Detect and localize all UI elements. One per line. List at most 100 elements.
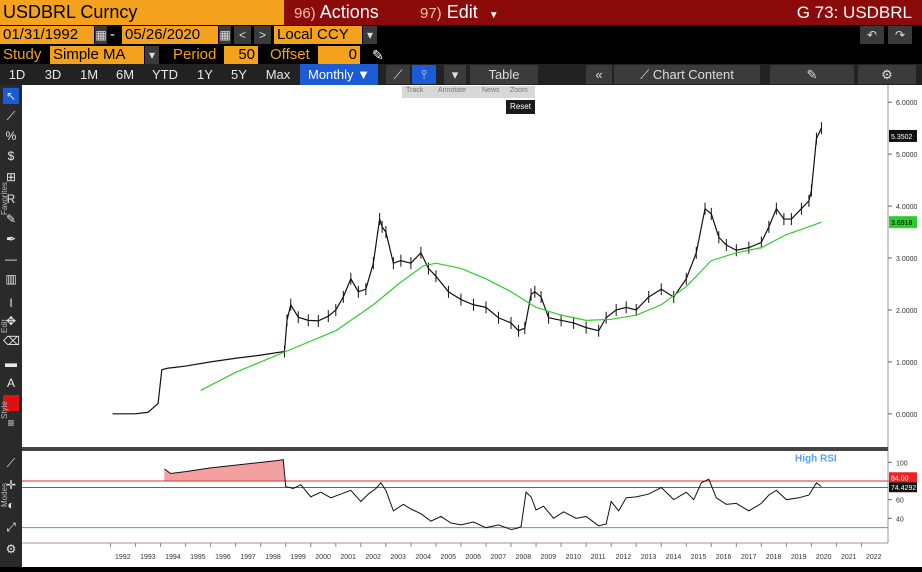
reset-button[interactable]: Reset [506,100,535,114]
zoom-icon[interactable]: ⤢ [6,520,16,534]
tab-6m[interactable]: 6M [115,67,135,82]
tab-3d[interactable]: 3D [44,67,62,82]
study-select[interactable]: Simple MA [50,46,144,64]
table-button[interactable]: Table [470,65,538,84]
settings-icon[interactable]: ⚙ [5,542,17,556]
actions-menu-number: 96) [294,5,316,22]
y-tick-label: 2.0000 [896,308,918,315]
brush-icon[interactable]: ✎ [5,212,17,226]
prev-period-button[interactable]: < [234,26,251,44]
track-tool[interactable]: Track [406,87,424,94]
color-swatch-icon[interactable]: ■ [3,395,19,411]
period-input[interactable]: 50 [224,46,258,64]
y-tick-label: 5.0000 [896,152,918,159]
bar-chart-icon[interactable]: ⫯ [412,65,436,84]
x-tick-label: 2010 [566,554,582,561]
pane-separator [22,447,888,451]
zoom-tool[interactable]: Zoom [510,87,528,94]
price-chart[interactable]: 0.0000 1.0000 2.0000 3.0000 4.0000 5.0000 6.00… [22,85,922,567]
time-range-tabs: 1D 3D 1M 6M YTD 1Y 5Y Max Monthly ▼ ⟋ ⫯ … [0,64,922,85]
y-tick-label: 1.0000 [896,360,918,367]
fibonacci-icon[interactable]: ⊞ [5,170,17,184]
x-tick-label: 2014 [666,554,682,561]
frequency-label: Monthly [307,67,354,82]
rsi-last-badge [889,482,917,493]
trendline-icon[interactable]: ⟋ [6,109,16,123]
tab-5y[interactable]: 5Y [231,67,247,82]
y-tick-label: 4.0000 [896,204,918,211]
fill-icon[interactable]: ▬ [5,356,17,370]
chart-panel[interactable]: 0.0000 1.0000 2.0000 3.0000 4.0000 5.0000 6.00… [22,85,922,567]
edit-menu[interactable]: 97) Edit ▼ [400,0,514,25]
redo-icon[interactable]: ↷ [888,26,912,44]
x-tick-label: 1996 [215,554,231,561]
x-tick-label: 1992 [115,554,131,561]
x-tick-label: 2002 [365,554,381,561]
calendar-icon[interactable]: ▦ [219,26,231,44]
frequency-select[interactable]: Monthly ▼ [300,64,378,85]
actions-menu-label: Actions [319,2,379,22]
line-chart-icon[interactable]: ⟋ [386,65,410,84]
x-tick-label: 2003 [390,554,406,561]
r-icon[interactable]: R [6,192,16,206]
text-cursor-icon[interactable]: I [9,296,13,310]
horizontal-line-icon[interactable]: — [5,252,17,266]
calendar-icon[interactable]: ▦ [95,26,107,44]
eraser-icon[interactable]: ⌫ [3,334,20,348]
currency-select[interactable]: Local CCY [274,26,362,44]
tab-max[interactable]: Max [265,67,291,82]
line-width-icon[interactable]: ≡ [7,416,15,430]
x-tick-label: 1994 [165,554,181,561]
chart-mini-toolbar: Track Annotate News Zoom [402,86,535,98]
x-tick-label: 1997 [240,554,256,561]
tab-1y[interactable]: 1Y [197,67,213,82]
period-label: Period [173,46,217,63]
pen-icon[interactable]: ✒ [5,232,17,246]
rsi-last-label: 74.4292 [891,485,916,492]
gear-icon[interactable]: ⚙ [858,65,916,84]
usdbrl-price-line [112,127,822,415]
x-tick-label: 2004 [415,554,431,561]
x-tick-label: 2000 [315,554,331,561]
x-tick-label: 2018 [766,554,782,561]
rsi-threshold-badge [889,472,917,483]
cursor-icon[interactable]: ↖ [3,88,19,104]
chart-content-label: Chart Content [652,67,734,82]
dollar-icon[interactable]: $ [7,149,15,163]
actions-menu[interactable]: 96) Actions ▼ [286,0,396,47]
percent-icon[interactable]: % [5,129,17,143]
next-period-button[interactable]: > [254,26,271,44]
move-icon[interactable]: ✥ [5,314,17,328]
x-tick-label: 2011 [591,554,606,561]
chevron-down-icon[interactable]: ▾ [145,46,159,64]
chart-content-button[interactable]: ⟋ Chart Content [614,65,760,84]
x-tick-label: 1998 [265,554,281,561]
start-date-field[interactable]: 01/31/1992 [0,26,94,44]
x-tick-label: 2013 [641,554,657,561]
edit-chart-icon[interactable]: ✎ [770,65,854,84]
x-tick-label: 1993 [140,554,156,561]
tab-1m[interactable]: 1M [79,67,99,82]
x-tick-label: 2005 [440,554,456,561]
collapse-icon[interactable]: « [586,65,612,84]
annotate-tool[interactable]: Annotate [438,87,467,94]
moving-average-line [200,221,822,391]
magnet-icon[interactable]: ◐ [7,498,15,512]
tab-1d[interactable]: 1D [8,67,26,82]
undo-icon[interactable]: ↶ [860,26,884,44]
news-tool[interactable]: News [482,87,500,94]
tab-ytd[interactable]: YTD [152,67,178,82]
chevron-down-icon[interactable]: ▾ [444,65,466,84]
channel-icon[interactable]: ▥ [5,272,17,286]
ruler-icon[interactable]: ⟋ [6,456,16,470]
end-date-field[interactable]: 05/26/2020 [122,26,218,44]
x-tick-label: 2015 [691,554,707,561]
x-tick-label: 2009 [541,554,557,561]
chevron-down-icon[interactable]: ▾ [363,26,377,44]
font-icon[interactable]: A [6,376,15,390]
crosshair-icon[interactable]: ✛ [5,478,17,492]
security-title[interactable]: USDBRL Curncy [0,0,284,25]
pencil-icon[interactable]: ✎ [372,47,384,63]
offset-input[interactable]: 0 [318,46,360,64]
x-tick-label: 2006 [465,554,481,561]
